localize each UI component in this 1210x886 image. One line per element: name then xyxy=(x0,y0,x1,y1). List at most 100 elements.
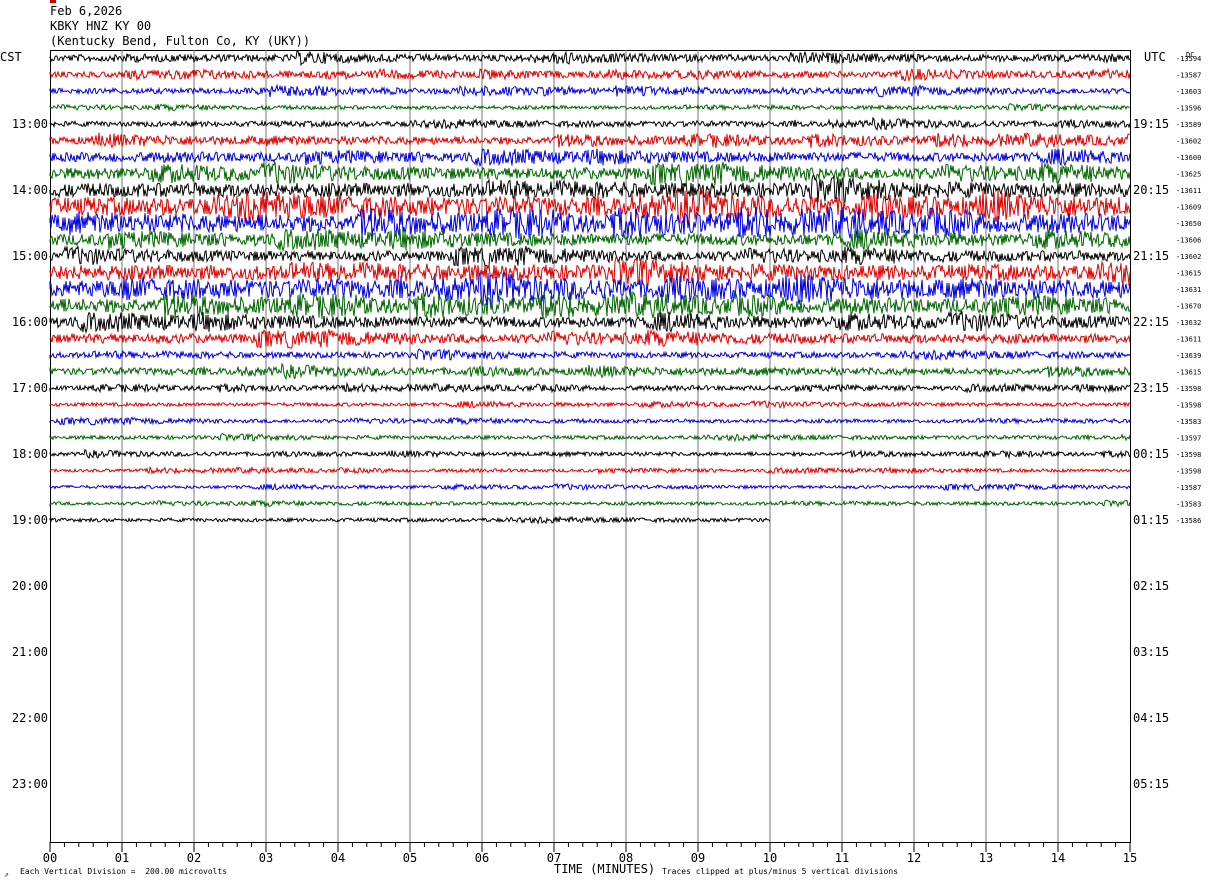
dc-offset-label: -13611 xyxy=(1176,187,1201,195)
right-hour-label: 02:15 xyxy=(1133,579,1169,593)
right-hour-label: 05:15 xyxy=(1133,777,1169,791)
seismic-trace xyxy=(49,415,1131,427)
seismic-trace xyxy=(49,228,1131,253)
seismic-trace xyxy=(49,256,1131,286)
plot-frame xyxy=(50,50,1131,843)
dc-offset-label: -13598 xyxy=(1176,402,1201,410)
seismic-trace xyxy=(49,102,1131,113)
dc-offset-label: -13650 xyxy=(1176,220,1201,228)
x-tick-label: 06 xyxy=(475,851,489,865)
right-hour-label: 23:15 xyxy=(1133,381,1169,395)
x-tick-label: 04 xyxy=(331,851,345,865)
seismic-trace xyxy=(49,148,1131,168)
x-axis-title: TIME (MINUTES) xyxy=(554,862,656,876)
left-hour-label: 15:00 xyxy=(12,249,48,263)
left-hour-label: 21:00 xyxy=(12,645,48,659)
seismic-trace xyxy=(49,67,1131,83)
seismic-trace xyxy=(49,161,1131,187)
seismic-trace xyxy=(49,116,1131,132)
dc-offset-label: -13670 xyxy=(1176,303,1201,311)
x-tick-label: 13 xyxy=(979,851,993,865)
dc-offset-label: -13602 xyxy=(1176,138,1201,146)
x-tick-label: 05 xyxy=(403,851,417,865)
left-hour-labels: 13:00 14:00 15:00 16:00 17:00 18:00 19:00 20:00… xyxy=(12,117,48,791)
right-hour-labels: 19:15 20:15 21:15 22:15 23:15 00:15 01:15 02:15… xyxy=(1133,117,1169,791)
clip-note: Traces clipped at plus/minus 5 vertical … xyxy=(662,867,899,876)
dc-offset-label: -13632 xyxy=(1176,319,1201,327)
dc-offset-label: -13611 xyxy=(1176,336,1201,344)
dc-offset-label: -13594 xyxy=(1176,55,1201,63)
seismic-trace xyxy=(49,499,1131,508)
seismic-trace xyxy=(49,175,1131,203)
seismic-trace xyxy=(49,482,1131,492)
dc-offset-label: -13589 xyxy=(1176,121,1201,129)
dc-offset-label: -13597 xyxy=(1176,435,1201,443)
x-tick-label: 11 xyxy=(835,851,849,865)
dc-offset-labels: -13594 -13587 -13603 -13596 -13589 -13602 -136… xyxy=(1176,55,1201,525)
dc-offset-label: -13625 xyxy=(1176,171,1201,179)
seismic-trace xyxy=(49,328,1131,349)
x-tick-label: 12 xyxy=(907,851,921,865)
seismic-trace xyxy=(49,362,1131,381)
dc-offset-label: -13598 xyxy=(1176,468,1201,476)
left-hour-label: 22:00 xyxy=(12,711,48,725)
header-date: Feb 6,2026 xyxy=(50,4,123,18)
header-accent-mark xyxy=(50,0,56,3)
right-timezone-label: UTC xyxy=(1144,50,1166,64)
seismic-trace xyxy=(49,515,771,525)
dc-offset-label: -13602 xyxy=(1176,253,1201,261)
x-tick-label: 03 xyxy=(259,851,273,865)
seismic-trace xyxy=(49,291,1131,320)
x-tick-label: 07 xyxy=(547,851,561,865)
left-hour-label: 16:00 xyxy=(12,315,48,329)
right-hour-label: 04:15 xyxy=(1133,711,1169,725)
x-tick-label: 10 xyxy=(763,851,777,865)
right-hour-label: 01:15 xyxy=(1133,513,1169,527)
x-tick-label: 14 xyxy=(1051,851,1065,865)
minute-gridlines xyxy=(121,50,1059,842)
corner-mark: ⇗ xyxy=(4,870,9,879)
dc-offset-label: -13598 xyxy=(1176,385,1201,393)
header-location: (Kentucky Bend, Fulton Co, KY (UKY)) xyxy=(50,34,311,48)
right-hour-label: 00:15 xyxy=(1133,447,1169,461)
dc-offset-label: -13615 xyxy=(1176,270,1201,278)
seismic-trace xyxy=(49,205,1131,240)
right-hour-label: 22:15 xyxy=(1133,315,1169,329)
dc-offset-label: -13587 xyxy=(1176,72,1201,80)
dc-offset-label: -13598 xyxy=(1176,451,1201,459)
left-hour-label: 13:00 xyxy=(12,117,48,131)
dc-offset-label: -13639 xyxy=(1176,352,1201,360)
right-hour-label: 03:15 xyxy=(1133,645,1169,659)
seismic-trace xyxy=(49,310,1131,335)
dc-offset-label: -13615 xyxy=(1176,369,1201,377)
seismic-trace xyxy=(49,50,1131,67)
seismic-trace xyxy=(49,272,1131,307)
x-tick-label: 15 xyxy=(1123,851,1137,865)
x-tick-labels: 00 01 02 03 04 05 06 07 08 09 10 11 12 13 14 15 xyxy=(43,851,1137,865)
x-tick-label: 08 xyxy=(619,851,633,865)
seismic-trace xyxy=(49,348,1131,362)
seismic-trace xyxy=(49,448,1131,460)
left-hour-label: 18:00 xyxy=(12,447,48,461)
dc-offset-label: -13587 xyxy=(1176,484,1201,492)
dc-offset-label: -13603 xyxy=(1176,88,1201,96)
seismic-trace xyxy=(49,399,1131,410)
dc-offset-label: -13583 xyxy=(1176,418,1201,426)
right-hour-label: 19:15 xyxy=(1133,117,1169,131)
seismic-trace xyxy=(49,132,1131,149)
x-tick-label: 00 xyxy=(43,851,57,865)
x-tick-label: 01 xyxy=(115,851,129,865)
dc-offset-label: -13583 xyxy=(1176,501,1201,509)
seismic-trace xyxy=(49,465,1131,476)
x-tick-label: 02 xyxy=(187,851,201,865)
header-station: KBKY HNZ KY 00 xyxy=(50,19,152,33)
seismic-trace xyxy=(49,432,1131,443)
x-axis-ticks xyxy=(49,842,1131,852)
left-hour-label: 17:00 xyxy=(12,381,48,395)
dc-offset-label: -13600 xyxy=(1176,154,1201,162)
left-hour-label: 19:00 xyxy=(12,513,48,527)
dc-header-label: DC xyxy=(1186,51,1194,59)
dc-offset-label: -13596 xyxy=(1176,105,1201,113)
scale-note: Each Vertical Division = 200.00 microvol… xyxy=(20,867,228,876)
